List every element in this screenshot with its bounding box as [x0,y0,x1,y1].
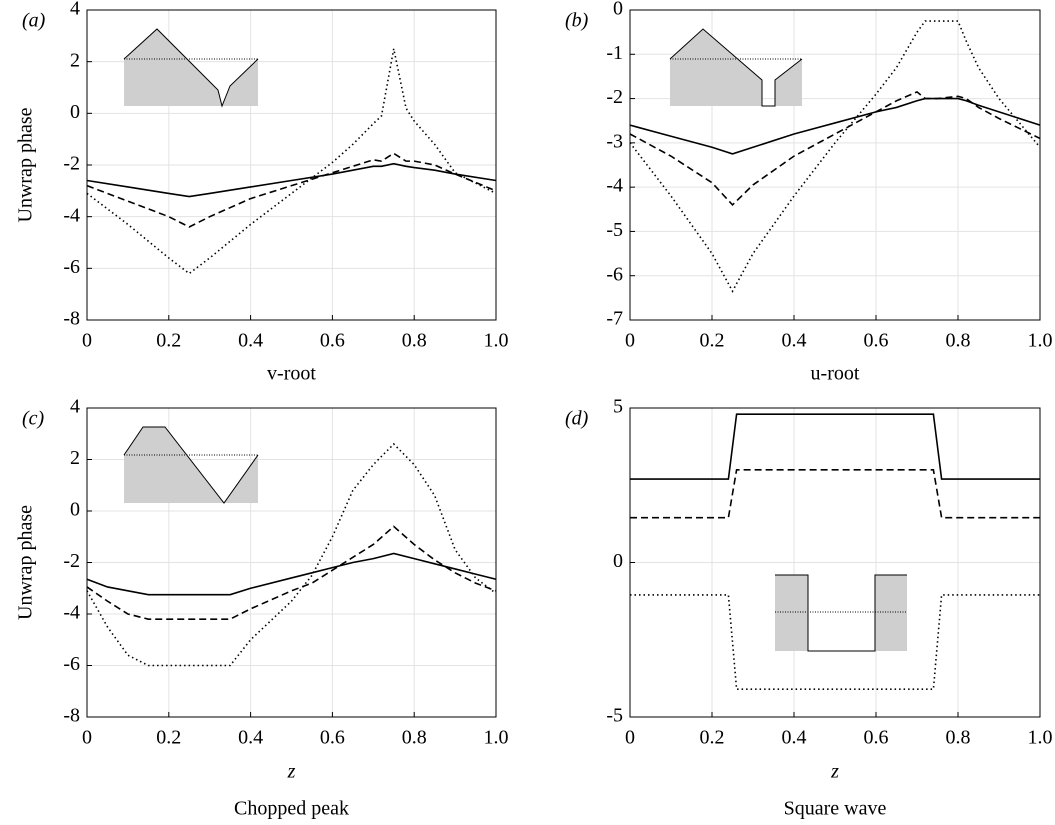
x-tick-label: 0.2 [700,330,725,352]
x-tick-label: 0.8 [946,727,971,749]
y-tick-label: 0 [70,499,80,521]
y-tick-label: 4 [70,396,80,418]
x-tick-label: 0.4 [238,330,263,352]
x-axis-label: z [830,761,839,783]
x-tick-label: 0 [82,330,92,352]
y-tick-label: -7 [606,308,623,330]
inset-c [123,426,259,504]
y-tick-label: -2 [63,550,80,572]
subtitle: Chopped peak [234,798,349,820]
line-series [86,525,497,620]
y-axis-label: Unwrap phase [15,107,37,222]
y-tick-label: 5 [613,396,623,418]
line-series [86,48,497,275]
x-tick-label: 0.4 [782,330,807,352]
plot-frame [86,407,497,718]
x-tick-label: 1.0 [484,330,509,352]
x-tick-label: 0.6 [864,727,889,749]
line-series [630,594,1040,690]
y-tick-label: 2 [70,447,80,469]
y-tick-label: -4 [606,175,623,197]
inset-a [123,28,259,108]
x-tick-label: 1.0 [1028,330,1053,352]
plot-frame [629,9,1041,321]
inset-d [775,574,907,652]
x-tick-label: 0.8 [402,330,427,352]
x-tick-label: 1.0 [1028,727,1053,749]
x-tick-label: 0 [82,727,92,749]
x-tick-label: 1.0 [484,727,509,749]
line-series [629,91,1041,207]
y-tick-label: -1 [606,42,623,64]
x-tick-label: 0.2 [156,727,181,749]
y-tick-label: -2 [63,153,80,175]
panel: -7 -6 -5 -4 -3 -2 -1 0 0 0.2 0.4 0.6 0.8 1.0 (b) u-root [565,0,1053,385]
x-tick-label: 0.6 [320,330,345,352]
y-tick-label: -8 [63,308,80,330]
subtitle: Square wave [784,798,887,820]
x-tick-label: 0.6 [320,727,345,749]
x-axis-label: z [287,761,296,783]
y-tick-label: -3 [606,130,623,152]
x-tick-label: 0.2 [156,330,181,352]
panel: -8 -6 -4 -2 0 2 4 0 0.2 0.4 0.6 0.8 1.0 (a) Unwrap pha… [15,0,509,385]
y-tick-label: -2 [606,86,623,108]
y-tick-label: -6 [606,263,623,285]
y-tick-label: -6 [63,256,80,278]
panel-label: (b) [565,10,589,32]
line-series [630,413,1040,480]
y-tick-label: -5 [606,705,623,727]
y-tick-label: 4 [70,0,80,20]
plot-frame [629,407,1041,718]
line-series [86,162,497,198]
x-tick-label: 0.8 [402,727,427,749]
y-tick-label: -4 [63,204,80,226]
x-tick-label: 0.4 [782,727,807,749]
x-tick-label: 0 [625,727,635,749]
line-series [86,552,497,596]
x-tick-label: 0 [625,330,635,352]
y-tick-label: -5 [606,219,623,241]
y-tick-label: -6 [63,653,80,675]
x-tick-label: 0.6 [864,330,889,352]
x-tick-label: 0.4 [238,727,263,749]
y-tick-label: 0 [70,101,80,123]
y-tick-label: 0 [613,0,623,20]
y-tick-label: 2 [70,49,80,71]
plots: -8 -6 -4 -2 0 2 4 0 0.2 0.4 0.6 0.8 1.0 (a) Unwrap pha… [15,0,1053,820]
y-tick-label: 0 [613,550,623,572]
plot-frame [86,9,497,321]
line-series [86,152,497,228]
panel-label: (d) [565,408,589,430]
line-series [86,442,497,667]
y-tick-label: -4 [63,602,80,624]
x-axis-label: u-root [811,363,860,385]
panel-label: (a) [22,10,46,32]
x-axis-label: v-root [267,363,316,385]
line-series [630,469,1040,519]
line-series [629,20,1041,293]
x-tick-label: 0.8 [946,330,971,352]
panel-label: (c) [22,408,45,430]
panel: -8 -6 -4 -2 0 2 4 0 0.2 0.4 0.6 0.8 1.0 (c) Unwrap pha… [15,396,509,820]
inset-b [669,28,803,107]
y-tick-label: -8 [63,705,80,727]
x-tick-label: 0.2 [700,727,725,749]
y-axis-label: Unwrap phase [15,505,37,620]
